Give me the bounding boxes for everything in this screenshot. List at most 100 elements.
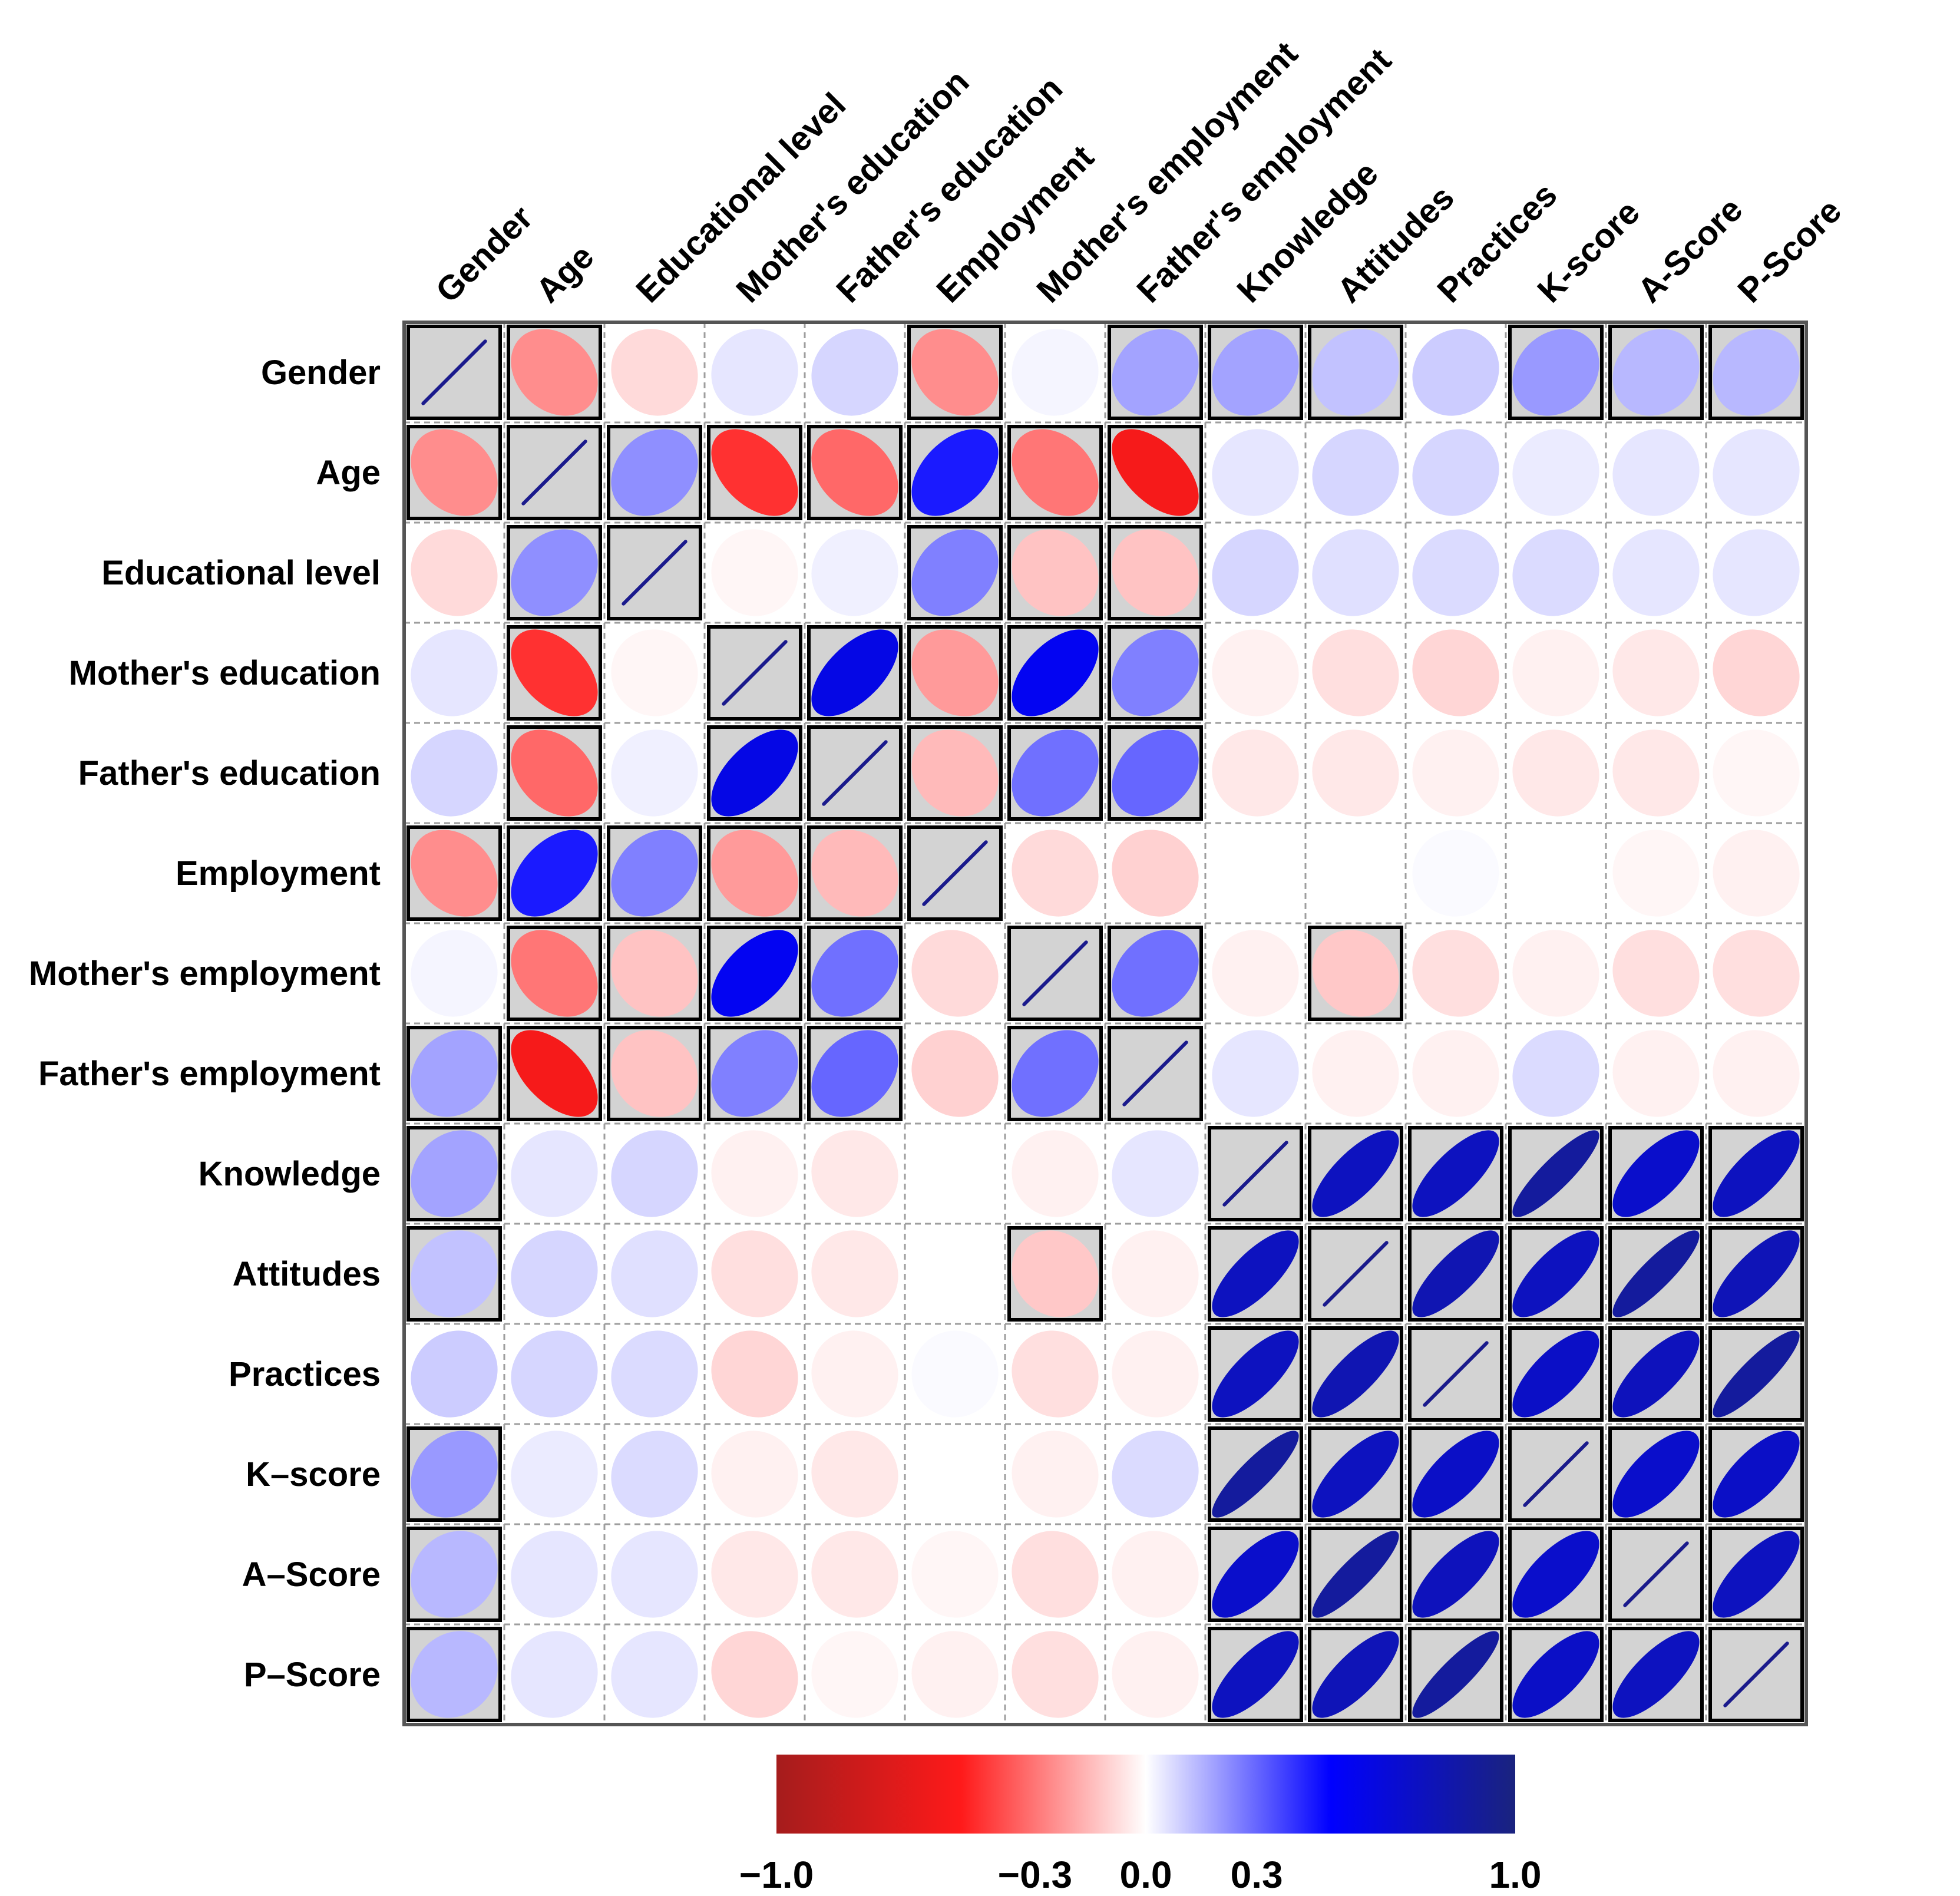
correlation-ellipse: [1312, 329, 1399, 416]
cell-4-8: [1212, 729, 1299, 817]
cell-9-12: [1608, 1226, 1704, 1322]
correlation-ellipse: [1312, 830, 1399, 917]
cell-2-9: [1312, 529, 1399, 616]
correlation-ellipse: [811, 1330, 898, 1418]
cell-12-0: [406, 1527, 502, 1622]
cell-9-2: [611, 1230, 698, 1317]
cell-5-6: [1012, 830, 1099, 917]
correlation-ellipse: [1512, 729, 1599, 817]
cell-4-9: [1312, 729, 1399, 817]
correlation-ellipse: [1512, 830, 1599, 917]
cell-13-4: [811, 1631, 898, 1718]
cell-11-4: [811, 1431, 898, 1518]
cell-11-12: [1608, 1426, 1704, 1522]
cell-2-3: [711, 529, 798, 616]
correlation-ellipse: [1412, 429, 1499, 516]
correlation-ellipse: [911, 1230, 999, 1317]
cell-7-3: [707, 1026, 802, 1121]
cell-0-5: [907, 325, 1003, 420]
color-legend: −1.0 −0.3 0.0 0.3 1.0: [739, 1755, 1541, 1896]
cell-10-12: [1608, 1326, 1704, 1422]
cell-13-11: [1508, 1627, 1604, 1722]
correlation-ellipse: [611, 1330, 698, 1418]
cell-7-4: [807, 1026, 903, 1121]
correlation-ellipse: [1212, 1230, 1299, 1317]
cell-11-0: [406, 1426, 502, 1522]
cell-4-2: [611, 729, 698, 817]
cell-10-6: [1012, 1330, 1099, 1418]
cell-9-9: [1308, 1226, 1403, 1322]
cell-0-11: [1508, 325, 1604, 420]
correlation-ellipse: [411, 729, 498, 817]
cell-13-7: [1112, 1631, 1199, 1718]
cell-7-1: [507, 1026, 602, 1121]
cell-1-12: [1612, 429, 1700, 516]
correlation-ellipse: [1412, 329, 1499, 416]
cell-0-0: [406, 325, 502, 420]
diagonal-line: [1523, 1441, 1589, 1507]
column-label: A-Score: [1630, 190, 1750, 310]
cell-6-3: [707, 926, 802, 1021]
cell-12-13: [1708, 1527, 1804, 1622]
cell-6-1: [507, 926, 602, 1021]
cell-9-7: [1112, 1230, 1199, 1317]
cell-6-6: [1007, 926, 1103, 1021]
correlation-ellipse: [511, 830, 598, 917]
correlation-ellipse: [611, 930, 698, 1017]
cell-4-5: [907, 725, 1003, 821]
row-label: Mother's education: [69, 654, 381, 692]
correlation-ellipse: [911, 429, 999, 516]
correlation-ellipse: [711, 1531, 798, 1618]
diagonal-line: [521, 440, 587, 506]
correlation-ellipse: [1012, 629, 1099, 716]
row-label: A–Score: [242, 1555, 381, 1594]
correlation-ellipse: [1312, 1631, 1399, 1718]
cell-5-3: [707, 825, 802, 921]
correlation-ellipse: [1212, 329, 1299, 416]
correlation-ellipse: [1112, 930, 1199, 1017]
correlation-ellipse: [611, 1130, 698, 1217]
correlation-ellipse: [811, 1431, 898, 1518]
cell-11-9: [1308, 1426, 1403, 1522]
cell-3-12: [1612, 629, 1700, 716]
correlation-ellipse: [511, 729, 598, 817]
cell-4-3: [707, 725, 802, 821]
cell-0-6: [1012, 329, 1099, 416]
cell-8-7: [1112, 1130, 1199, 1217]
cell-12-10: [1408, 1527, 1503, 1622]
cell-8-13: [1708, 1126, 1804, 1221]
cell-2-0: [411, 529, 498, 616]
colorbar-gradient: [776, 1755, 1515, 1834]
cell-8-0: [406, 1126, 502, 1221]
cell-1-9: [1312, 429, 1399, 516]
cell-4-12: [1612, 729, 1700, 817]
correlation-ellipse: [1412, 1631, 1499, 1718]
cell-13-1: [511, 1631, 598, 1718]
colorbar-tick-label: −1.0: [739, 1854, 814, 1896]
cell-8-11: [1508, 1126, 1604, 1221]
cell-5-10: [1412, 830, 1499, 917]
cell-9-8: [1208, 1226, 1303, 1322]
correlation-ellipse: [1012, 329, 1099, 416]
cell-12-5: [911, 1531, 999, 1618]
cell-5-12: [1612, 830, 1700, 917]
correlation-ellipse: [411, 1030, 498, 1117]
cell-5-1: [507, 825, 602, 921]
correlation-ellipse: [1512, 329, 1599, 416]
correlation-ellipse: [1412, 729, 1499, 817]
cell-9-1: [511, 1230, 598, 1317]
cell-0-12: [1608, 325, 1704, 420]
correlation-ellipse: [1112, 629, 1199, 716]
correlation-ellipse: [611, 429, 698, 516]
correlation-ellipse: [911, 930, 999, 1017]
correlation-ellipse: [1612, 329, 1700, 416]
diagonal-line: [1122, 1041, 1188, 1106]
cell-11-10: [1408, 1426, 1503, 1522]
cell-13-8: [1208, 1627, 1303, 1722]
cell-12-4: [811, 1531, 898, 1618]
correlation-ellipse: [711, 1130, 798, 1217]
cell-10-7: [1112, 1330, 1199, 1418]
correlation-ellipse: [1612, 729, 1700, 817]
row-label: Employment: [176, 854, 381, 893]
correlation-ellipse: [1512, 930, 1599, 1017]
